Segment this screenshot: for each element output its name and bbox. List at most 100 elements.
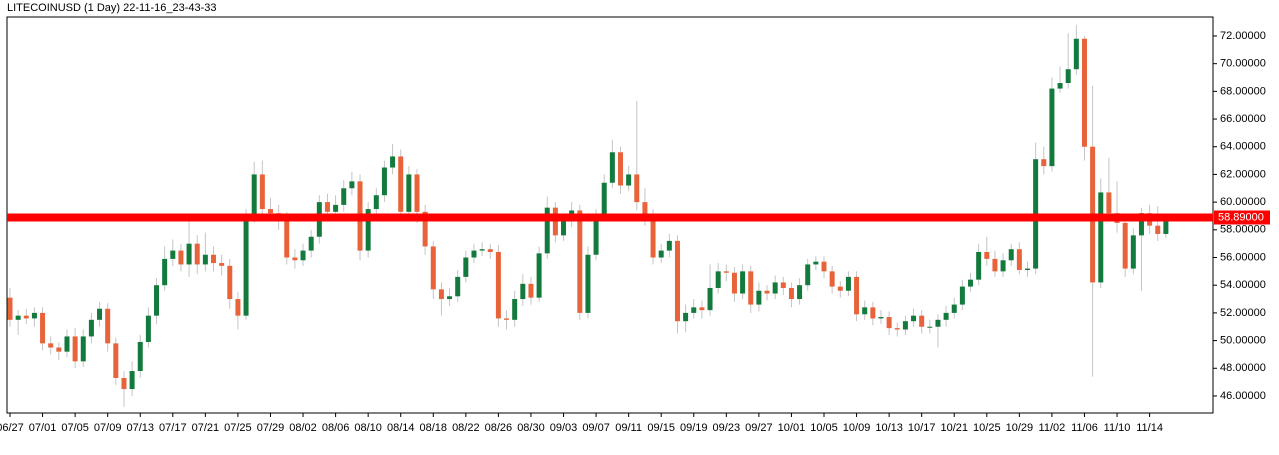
y-tick-label: 52.00000 <box>1220 307 1266 319</box>
candle-body <box>805 264 811 286</box>
candle-body <box>292 257 298 261</box>
x-tick-label: 09/19 <box>680 422 708 434</box>
y-tick-label: 66.00000 <box>1220 113 1266 125</box>
candle-body <box>259 174 265 210</box>
candle-body <box>764 290 770 294</box>
x-tick-label: 10/09 <box>843 422 871 434</box>
candle-body <box>121 377 127 390</box>
candle-body <box>390 156 396 168</box>
candle-body <box>251 174 257 219</box>
x-tick-label: 06/27 <box>0 422 24 434</box>
candle-body <box>455 276 461 297</box>
candle-body <box>699 307 705 311</box>
candle-body <box>438 289 444 300</box>
candle-body <box>479 249 485 251</box>
candle-body <box>145 315 151 342</box>
candle-body <box>284 218 290 258</box>
candle-body <box>902 321 908 330</box>
candle-body <box>609 152 615 183</box>
candle-body <box>691 307 697 313</box>
candle-body <box>577 210 583 313</box>
x-tick-label: 10/17 <box>908 422 936 434</box>
candle-body <box>324 202 330 212</box>
candle-body <box>56 347 62 352</box>
candle-body <box>618 152 623 186</box>
candle-body <box>1138 213 1144 236</box>
candle-body <box>658 250 664 258</box>
x-tick-label: 11/02 <box>1039 422 1066 434</box>
candle-body <box>7 297 13 320</box>
x-tick-label: 09/15 <box>647 422 675 434</box>
candle-body <box>829 271 835 287</box>
candle-body <box>1122 222 1128 269</box>
x-tick-label: 11/10 <box>1104 422 1131 434</box>
candle-body <box>561 221 567 236</box>
candle-body <box>731 272 737 294</box>
candle-body <box>1081 38 1087 147</box>
x-tick-label: 11/14 <box>1136 422 1163 434</box>
candle-body <box>707 287 713 311</box>
candle-body <box>97 308 103 320</box>
candle-body <box>959 286 965 305</box>
y-tick-label: 62.00000 <box>1220 168 1266 180</box>
candle-body <box>487 249 493 252</box>
candle-body <box>821 261 827 272</box>
y-tick-label: 72.00000 <box>1220 30 1266 42</box>
x-tick-label: 07/13 <box>126 422 154 434</box>
candle-body <box>341 188 347 205</box>
candle-body <box>170 250 176 259</box>
x-tick-label: 08/14 <box>387 422 415 434</box>
x-tick-label: 09/11 <box>615 422 642 434</box>
y-tick-label: 46.00000 <box>1220 390 1266 402</box>
price-label-box <box>1214 210 1270 225</box>
candle-body <box>813 261 819 265</box>
x-tick-label: 07/21 <box>192 422 220 434</box>
candle-body <box>154 285 160 316</box>
y-tick-label: 64.00000 <box>1220 141 1266 153</box>
candle-body <box>984 251 990 259</box>
candle-body <box>235 299 241 316</box>
candle-body <box>520 283 526 300</box>
x-tick-label: 10/05 <box>810 422 838 434</box>
candle-body <box>845 276 851 291</box>
candle-body <box>381 167 387 196</box>
candle-body <box>528 283 534 298</box>
candle-body <box>88 319 94 337</box>
x-tick-label: 10/21 <box>940 422 968 434</box>
candle-body <box>15 315 21 320</box>
candle-body <box>927 326 933 328</box>
x-tick-label: 10/13 <box>875 422 903 434</box>
y-tick-label: 60.00000 <box>1220 196 1266 208</box>
x-tick-label: 08/10 <box>354 422 382 434</box>
candle-body <box>178 250 184 265</box>
candle-body <box>1041 159 1047 167</box>
x-tick-label: 10/25 <box>973 422 1001 434</box>
candle-body <box>1163 217 1169 234</box>
candle-body <box>365 209 371 251</box>
candle-body <box>137 341 143 372</box>
candle-body <box>422 211 428 247</box>
candle-body <box>471 250 477 258</box>
x-tick-label: 08/26 <box>485 422 513 434</box>
x-tick-label: 07/25 <box>224 422 252 434</box>
candle-body <box>1049 88 1055 167</box>
y-tick-label: 58.00000 <box>1220 224 1266 236</box>
candle-body <box>495 251 501 319</box>
candle-body <box>162 258 168 286</box>
candle-body <box>552 207 558 236</box>
y-tick-label: 56.00000 <box>1220 251 1266 263</box>
candle-body <box>772 282 778 294</box>
candle-body <box>300 250 306 261</box>
candle-body <box>740 271 746 294</box>
y-tick-label: 68.00000 <box>1220 85 1266 97</box>
candle-body <box>536 253 542 298</box>
candle-body <box>854 276 860 315</box>
x-tick-label: 08/06 <box>322 422 350 434</box>
x-tick-label: 10/29 <box>1006 422 1034 434</box>
candle-body <box>186 243 192 265</box>
candle-body <box>642 202 648 216</box>
x-tick-label: 08/30 <box>517 422 545 434</box>
candle-body <box>992 258 998 272</box>
candle-body <box>943 312 949 320</box>
